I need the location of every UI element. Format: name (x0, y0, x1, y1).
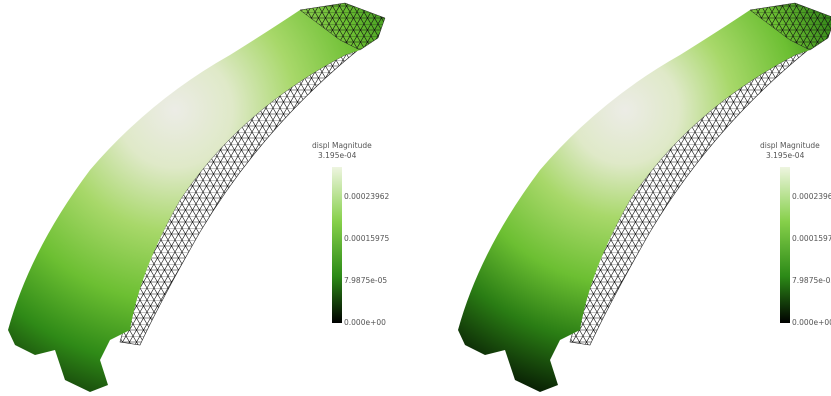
figure: displ Magnitude 3.195e-04 0.00023962 0.0… (0, 0, 831, 396)
legend-tick: 0.00023962 (792, 192, 831, 201)
legend-tick: 0.00015975 (792, 234, 831, 243)
legend-title: displ Magnitude (760, 141, 820, 150)
mesh-body (8, 3, 385, 392)
legend-max: 3.195e-04 (318, 151, 357, 160)
legend-tick: 0.000e+00 (792, 318, 831, 327)
legend-tick: 0.00015975 (344, 234, 390, 243)
legend-max: 3.195e-04 (766, 151, 805, 160)
legend-tick: 7.9875e-05 (792, 276, 831, 285)
legend-title: displ Magnitude (312, 141, 372, 150)
right-panel: displ Magnitude 3.195e-04 0.00023962 0.0… (458, 3, 831, 392)
colorbar (780, 167, 790, 323)
legend-tick: 0.00023962 (344, 192, 390, 201)
mesh-body (458, 3, 831, 392)
legend-tick: 7.9875e-05 (344, 276, 387, 285)
legend-tick: 0.000e+00 (344, 318, 386, 327)
colorbar (332, 167, 342, 323)
left-panel: displ Magnitude 3.195e-04 0.00023962 0.0… (8, 3, 390, 392)
